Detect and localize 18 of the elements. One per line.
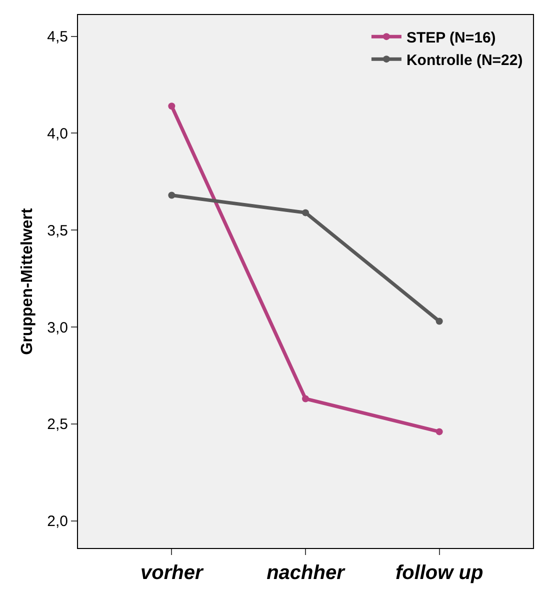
legend-label: Kontrolle (N=22) [406,52,523,69]
y-tick-label: 2,5 [47,416,68,434]
x-tick-label: follow up [395,562,484,584]
x-tick-label: vorher [140,562,204,584]
point [436,428,443,436]
point [436,318,443,325]
legend-label: STEP (N=16) [406,29,496,46]
y-tick-label: 2,0 [47,513,68,530]
point [168,192,176,199]
y-tick-label: 4,5 [47,28,68,46]
point [302,395,309,402]
y-tick-label: 3,5 [47,222,68,240]
x-tick-label: nachher [266,562,346,584]
y-axis-title: Gruppen-Mittelwert [19,208,36,355]
y-tick-label: 4,0 [47,125,68,142]
point [168,102,176,110]
y-tick-label: 3,0 [47,319,68,336]
point [302,209,309,216]
